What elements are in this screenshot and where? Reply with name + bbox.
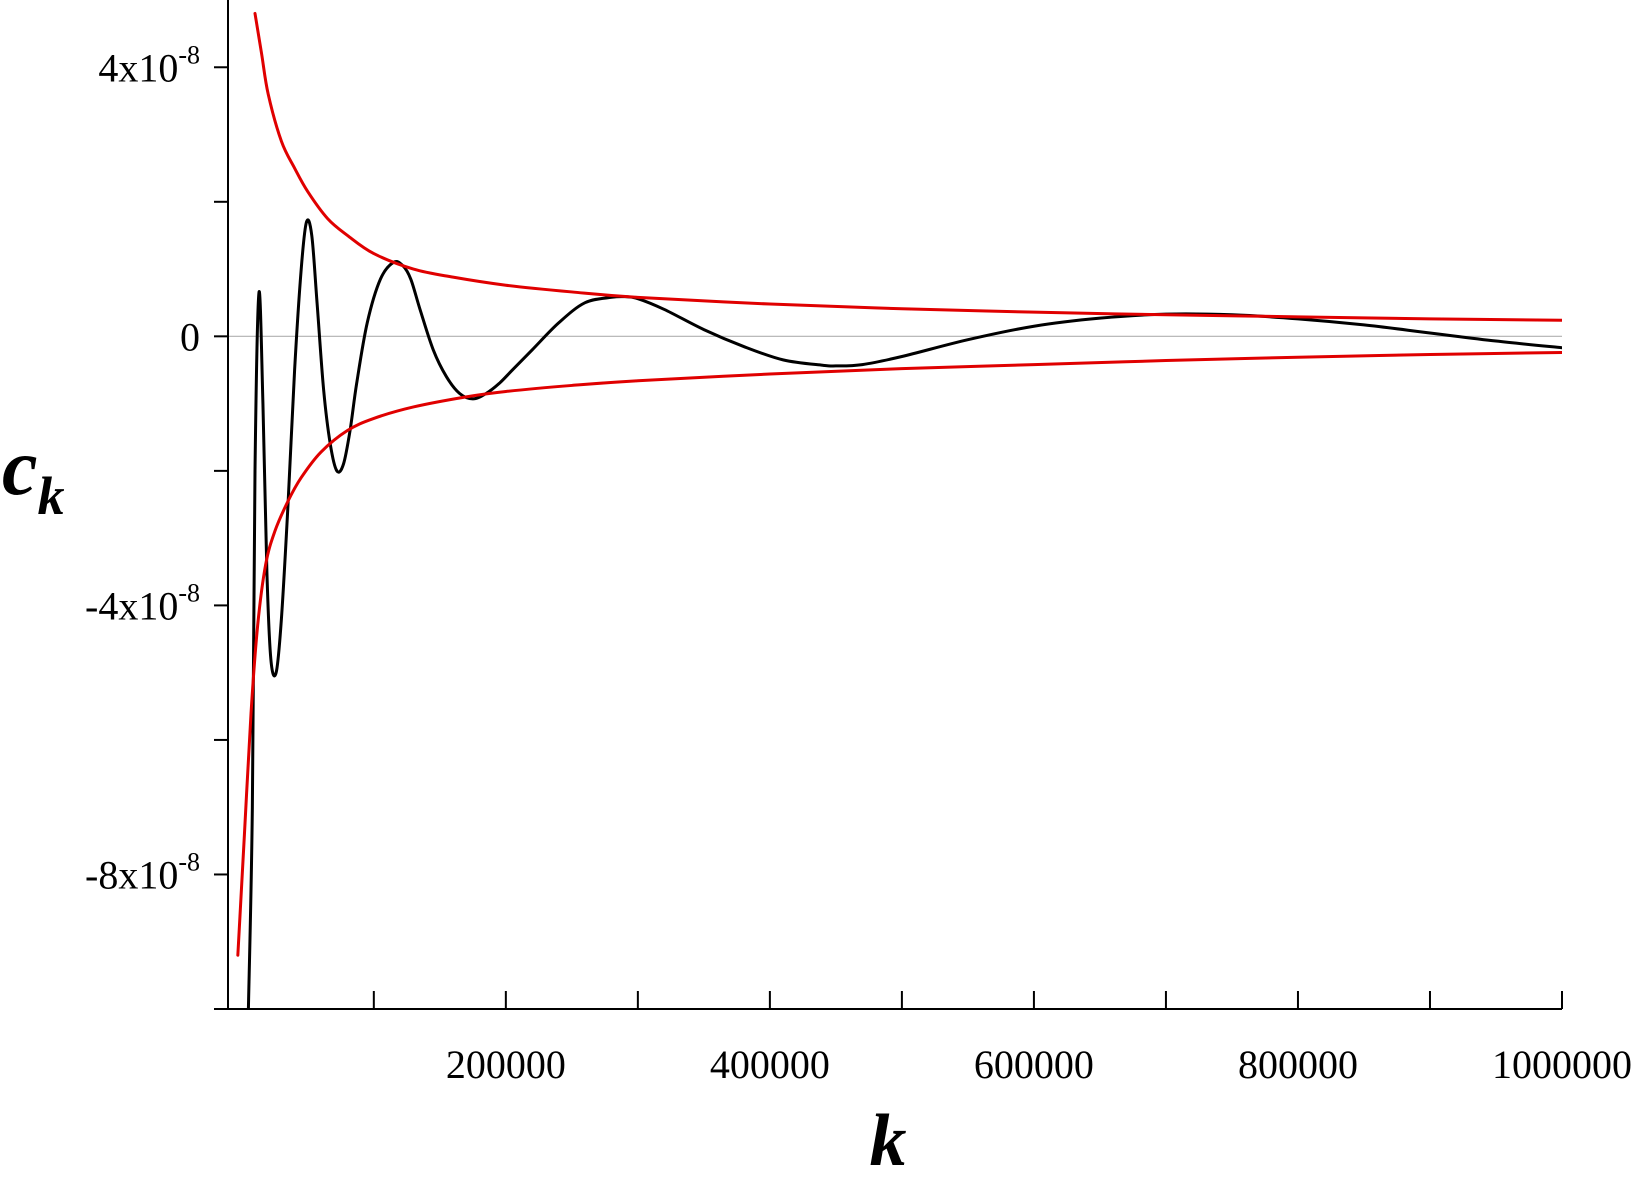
y-tick-label: 4x10-8 — [98, 40, 200, 90]
y-tick-mantissa: -8x10 — [85, 852, 178, 897]
x-axis-title: k — [870, 1100, 907, 1177]
series-group — [228, 11, 1562, 1009]
y-tick-label: -4x10-8 — [85, 578, 200, 628]
y-tick-mantissa: 0 — [180, 314, 200, 359]
y-tick-exponent: -8 — [178, 40, 200, 69]
x-tick-label: 800000 — [1238, 1042, 1358, 1087]
y-tick-exponent: -8 — [178, 578, 200, 607]
y-tick-exponent: -8 — [178, 847, 200, 876]
y-tick-mantissa: -4x10 — [85, 583, 178, 628]
y-axis-title: ck — [2, 424, 65, 526]
y-tick-mantissa: 4x10 — [98, 45, 178, 90]
y-axis-title-subscript: k — [38, 466, 65, 526]
x-tick-label: 400000 — [710, 1042, 830, 1087]
y-tick-label: -8x10-8 — [85, 847, 200, 897]
series-line-lower-envelope — [236, 350, 1562, 957]
y-tick-label: 0 — [180, 314, 200, 359]
axes: 200000 400000 600000 800000 10000004x10-80-4… — [85, 0, 1632, 1087]
x-tick-label: 600000 — [974, 1042, 1094, 1087]
plot-area — [228, 11, 1562, 1009]
series-line-upper-envelope — [253, 11, 1562, 322]
series-line-ck — [246, 218, 1562, 1009]
x-tick-label: 1000000 — [1492, 1042, 1632, 1087]
y-axis-title-base: c — [2, 424, 38, 512]
x-tick-label: 200000 — [446, 1042, 566, 1087]
